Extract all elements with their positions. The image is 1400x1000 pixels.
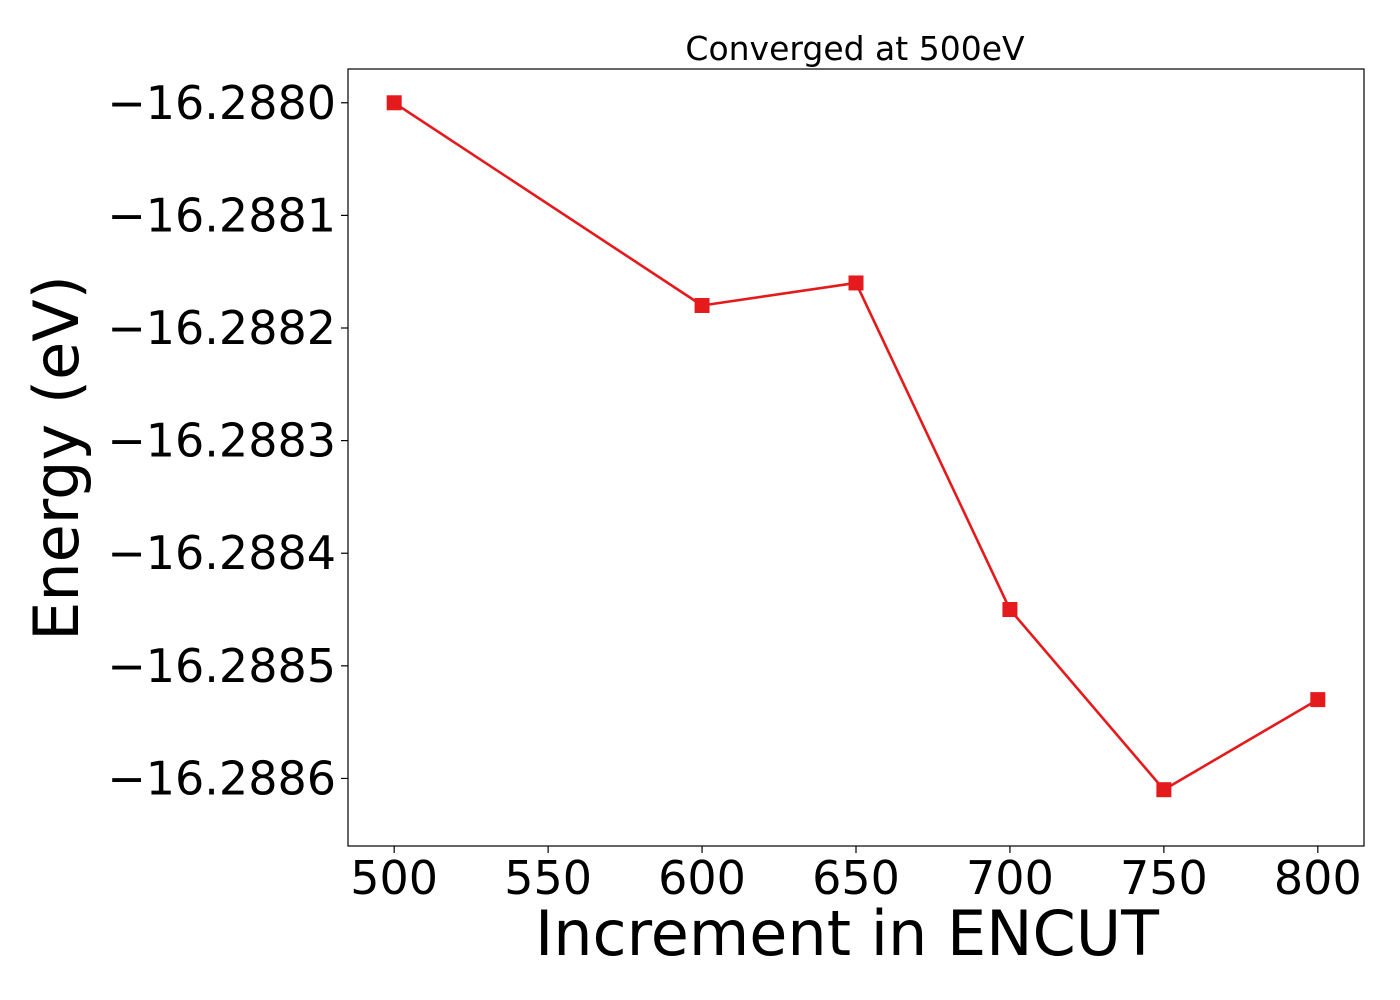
x-tick-label: 500 <box>350 851 438 905</box>
data-point-marker <box>386 95 402 111</box>
axes-frame <box>347 68 1365 847</box>
x-tick-label: 550 <box>504 851 592 905</box>
y-tick-label: −16.2883 <box>107 414 336 468</box>
y-tick-label: −16.2884 <box>107 526 336 580</box>
x-axis-label: Increment in ENCUT <box>535 897 1160 970</box>
chart-title: Converged at 500eV <box>685 29 1025 68</box>
y-axis-label: Energy (eV) <box>20 275 93 641</box>
y-tick-label: −16.2886 <box>107 751 336 805</box>
x-tick-label: 750 <box>1120 851 1208 905</box>
y-tick-label: −16.2885 <box>107 639 336 693</box>
x-tick-label: 800 <box>1274 851 1362 905</box>
x-tick-label: 600 <box>658 851 746 905</box>
data-point-marker <box>1310 692 1326 708</box>
x-tick-label: 650 <box>812 851 900 905</box>
x-axis-ticks: 500 550 600 650 700 750 800 <box>350 846 1362 905</box>
data-point-marker <box>1156 782 1172 798</box>
y-tick-label: −16.2882 <box>107 301 336 355</box>
data-point-marker <box>694 297 710 313</box>
x-tick-label: 700 <box>966 851 1054 905</box>
series-line <box>393 101 1319 791</box>
plot-area <box>347 68 1365 847</box>
data-point-marker <box>848 275 864 291</box>
y-axis-ticks: −16.2880 −16.2881 −16.2882 −16.2883 −16.2884… <box>107 76 348 805</box>
data-point-marker <box>1002 602 1018 618</box>
y-tick-label: −16.2880 <box>107 76 336 130</box>
y-tick-label: −16.2881 <box>107 188 336 242</box>
